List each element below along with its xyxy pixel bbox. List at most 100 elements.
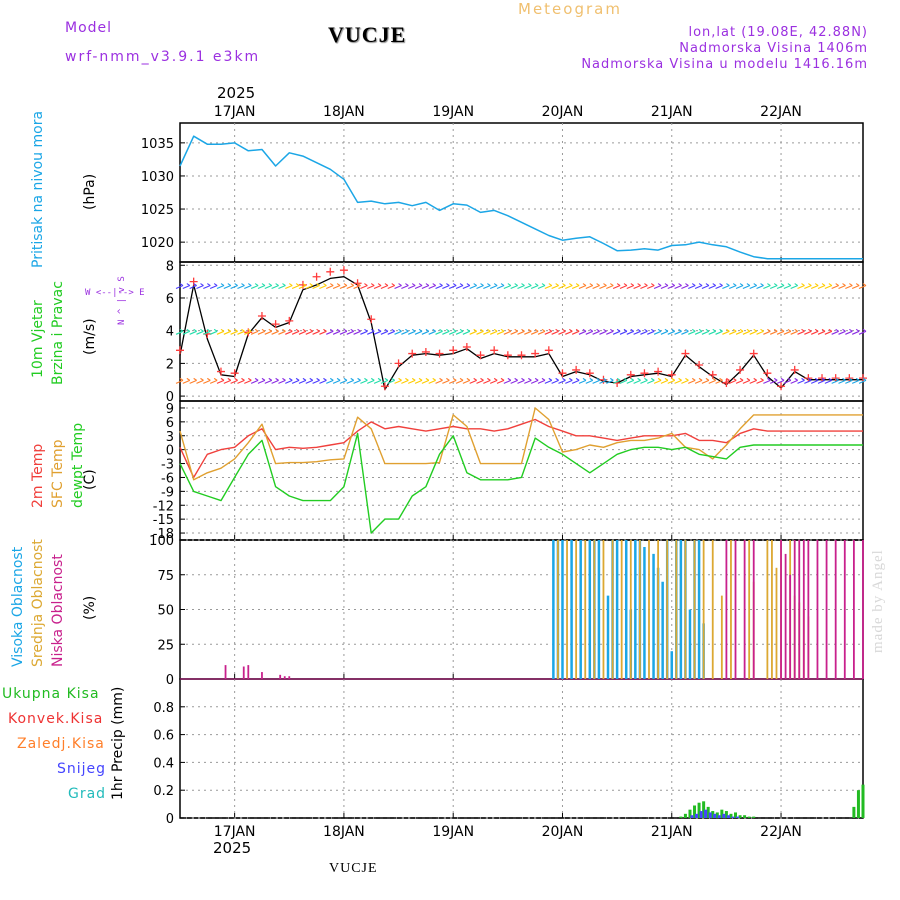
wind-direction-arrow xyxy=(216,283,225,290)
gust-marker xyxy=(408,349,417,358)
wind-direction-arrow xyxy=(332,328,341,335)
wind-direction-arrow xyxy=(387,377,396,384)
wind-direction-arrow xyxy=(735,377,744,384)
wind-direction-arrow xyxy=(250,283,259,290)
wind-direction-arrow xyxy=(619,377,628,384)
wind-direction-arrow xyxy=(346,328,355,335)
gust-marker xyxy=(176,346,184,355)
wind-direction-arrow xyxy=(291,377,300,384)
date-label-bottom: 22JAN xyxy=(760,824,802,840)
gust-marker xyxy=(572,365,581,374)
wind-direction-arrow xyxy=(285,283,293,290)
wind-direction-arrow xyxy=(408,328,416,335)
wind-direction-arrow xyxy=(653,377,662,384)
wind-direction-arrow xyxy=(729,377,737,384)
wind-direction-arrow xyxy=(332,377,341,384)
wind-direction-arrow xyxy=(326,283,334,290)
wind-direction-arrow xyxy=(414,328,423,335)
wind-direction-arrow xyxy=(851,377,860,384)
wind-direction-arrow xyxy=(544,377,553,384)
precip-title-frozen: Zaledj.Kisa xyxy=(17,736,105,752)
wind-direction-arrow xyxy=(373,283,382,290)
wind-direction-arrow xyxy=(517,283,525,290)
gust-marker xyxy=(790,365,799,374)
precip-snow-bar xyxy=(699,811,703,818)
wind-direction-arrow xyxy=(312,283,320,290)
wind-direction-arrow xyxy=(291,283,300,290)
station-title: VUCJE xyxy=(328,22,407,47)
wind-direction-arrow xyxy=(203,377,211,384)
wind-direction-arrow xyxy=(756,377,764,384)
wind-direction-arrow xyxy=(244,377,252,384)
gust-marker xyxy=(818,374,827,383)
wind-direction-arrow xyxy=(578,283,587,290)
wind-direction-arrow xyxy=(223,283,232,290)
wind-direction-arrow xyxy=(216,328,225,335)
gust-marker xyxy=(681,349,690,358)
gust-marker xyxy=(503,351,512,360)
wind-direction-arrow xyxy=(619,328,628,335)
wind-direction-arrow xyxy=(189,283,197,290)
wind-direction-arrow xyxy=(257,283,266,290)
precip-total-bar xyxy=(747,816,751,818)
wind-direction-arrow xyxy=(257,328,266,335)
wind-direction-arrow xyxy=(681,283,689,290)
wind-direction-arrow xyxy=(612,328,621,335)
temp-dewpoint-line xyxy=(179,432,863,534)
wind-direction-arrow xyxy=(448,283,457,290)
wind-direction-arrow xyxy=(182,328,191,335)
wind-direction-arrow xyxy=(401,283,409,290)
precip-snow-bar xyxy=(736,816,740,818)
wind-direction-arrow xyxy=(592,377,600,384)
wind-direction-arrow xyxy=(421,377,430,384)
wind-direction-arrow xyxy=(694,377,703,384)
footer-station: VUCJE xyxy=(329,861,378,876)
y-tick-label: -18 xyxy=(153,527,174,542)
wind-direction-arrow xyxy=(421,283,430,290)
precip-total-bar xyxy=(738,815,742,818)
temp-2m-line xyxy=(179,418,863,479)
temp-sfc-line xyxy=(179,407,863,481)
wind-direction-arrow xyxy=(196,377,204,384)
wind-direction-arrow xyxy=(633,283,641,290)
wind-direction-arrow xyxy=(701,283,710,290)
wind-direction-arrow xyxy=(571,377,580,384)
gust-marker xyxy=(230,369,239,378)
wind-direction-arrow xyxy=(435,328,443,335)
wind-direction-arrow xyxy=(653,283,662,290)
gust-marker xyxy=(845,374,854,383)
year-top: 2025 xyxy=(217,84,256,102)
wind-direction-arrow xyxy=(558,328,566,335)
wind-direction-arrow xyxy=(674,377,682,384)
y-tick-label: 1035 xyxy=(141,137,174,152)
panel-frame xyxy=(179,678,864,819)
wind-direction-arrow xyxy=(264,328,273,335)
wind-direction-arrow xyxy=(817,283,826,290)
precip-total-bar xyxy=(711,811,715,818)
wind-direction-arrow xyxy=(735,328,744,335)
wind-direction-arrow xyxy=(612,283,621,290)
wind-direction-arrow xyxy=(571,328,580,335)
wind-direction-arrow xyxy=(448,377,457,384)
wind-direction-arrow xyxy=(503,328,512,335)
wind-direction-arrow xyxy=(769,377,778,384)
wind-direction-arrow xyxy=(797,328,805,335)
wind-direction-arrow xyxy=(448,328,457,335)
wind-direction-arrow xyxy=(319,377,327,384)
wind-direction-arrow xyxy=(810,377,819,384)
wind-direction-arrow xyxy=(756,283,764,290)
gust-marker xyxy=(257,311,266,320)
wind-direction-arrow xyxy=(373,377,382,384)
wind-direction-arrow xyxy=(435,283,443,290)
gust-marker xyxy=(585,369,594,378)
wind-direction-arrow xyxy=(278,283,286,290)
wind-direction-arrow xyxy=(660,283,669,290)
gust-marker xyxy=(216,367,225,376)
wind-direction-arrow xyxy=(285,377,293,384)
wind-direction-arrow xyxy=(845,328,853,335)
wind-direction-arrow xyxy=(203,283,211,290)
date-label-bottom: 17JAN xyxy=(214,824,256,840)
wind-direction-arrow xyxy=(729,328,737,335)
wind-direction-arrow xyxy=(626,328,635,335)
